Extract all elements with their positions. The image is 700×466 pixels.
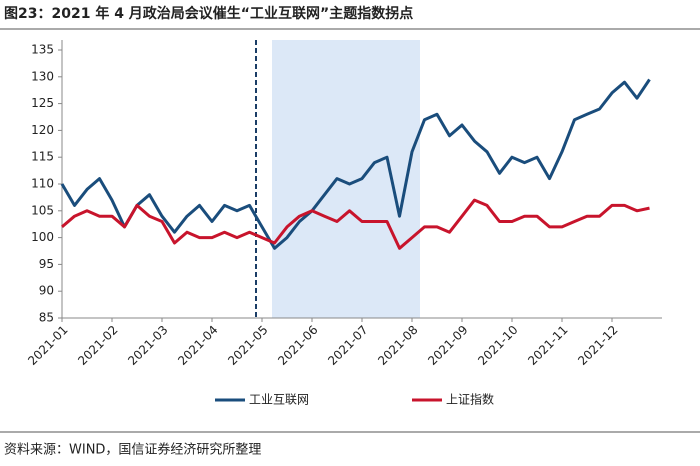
y-tick-label: 90 [39, 284, 54, 298]
legend-label: 工业互联网 [249, 393, 309, 407]
series-line [61, 198, 650, 250]
x-tick-label: 2021-03 [125, 323, 170, 368]
chart-title: 图23：2021 年 4 月政治局会议催生“工业互联网”主题指数拐点 [4, 5, 413, 22]
source: 资料来源：WIND，国信证券经济研究所整理 [4, 442, 261, 458]
y-tick-label: 125 [31, 96, 54, 110]
y-tick-label: 95 [39, 257, 54, 271]
x-tick-label: 2021-04 [175, 323, 220, 368]
x-tick-label: 2021-09 [425, 323, 470, 368]
highlight-region [272, 40, 420, 318]
x-tick-label: 2021-10 [475, 323, 520, 368]
x-tick-label: 2021-01 [25, 323, 70, 368]
x-tick-label: 2021-12 [575, 323, 620, 368]
legend-label: 上证指数 [446, 392, 494, 407]
x-tick-label: 2021-06 [275, 323, 320, 368]
y-tick-label: 130 [31, 69, 54, 83]
y-tick-label: 115 [31, 150, 54, 164]
y-tick-label: 100 [31, 230, 54, 244]
y-tick-label: 135 [31, 43, 54, 57]
x-tick-label: 2021-08 [375, 323, 420, 368]
y-tick-label: 110 [31, 177, 54, 191]
x-tick-label: 2021-11 [525, 323, 570, 368]
y-tick-label: 105 [31, 203, 54, 217]
x-tick-label: 2021-05 [225, 323, 270, 368]
series-line [60, 78, 651, 250]
x-tick-label: 2021-07 [325, 323, 370, 368]
y-tick-label: 85 [39, 311, 54, 325]
x-tick-label: 2021-02 [75, 323, 120, 368]
y-tick-label: 120 [31, 123, 54, 137]
